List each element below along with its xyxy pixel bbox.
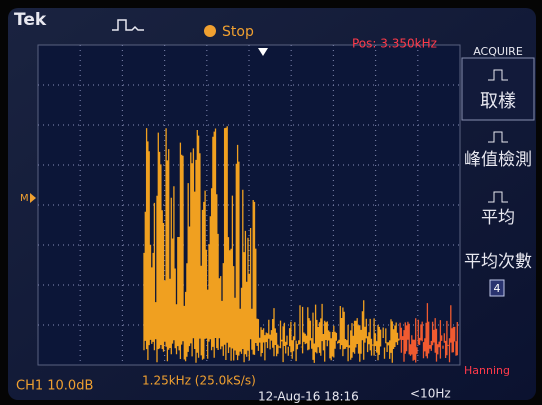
run-status: Stop: [222, 24, 254, 40]
menu-title: ACQUIRE: [473, 45, 523, 58]
menu-item[interactable]: 平均次數: [464, 252, 532, 272]
window-type: Hanning: [464, 364, 510, 377]
math-marker: M: [20, 193, 29, 204]
count-box[interactable]: [489, 279, 505, 297]
stop-indicator: [204, 25, 216, 37]
sample-icon: [488, 69, 508, 81]
position: Pos: 3.350kHz: [352, 37, 437, 51]
trigger-icon: [112, 19, 144, 31]
menu-item[interactable]: 峰值檢測: [464, 150, 532, 170]
trigger-frequency: <10Hz: [410, 387, 451, 401]
average-icon: [488, 191, 508, 203]
menu-item[interactable]: 平均: [481, 208, 515, 228]
trigger-position-marker: [258, 48, 268, 56]
trace-segment: [143, 126, 400, 363]
date-time: 12-Aug-16 18:16: [258, 390, 359, 404]
average-count: 4: [494, 282, 501, 295]
peak-icon: [488, 131, 508, 143]
span: 1.25kHz (25.0kS/s): [142, 374, 256, 388]
menu-item-selected[interactable]: [461, 57, 535, 121]
marker-arrow: [30, 193, 36, 203]
channel-scale: CH1 10.0dB: [16, 379, 93, 394]
menu-item[interactable]: 取樣: [480, 91, 516, 112]
spectrum-trace: [143, 126, 458, 363]
trace-segment: [399, 303, 458, 363]
brand: Tek: [14, 10, 47, 30]
